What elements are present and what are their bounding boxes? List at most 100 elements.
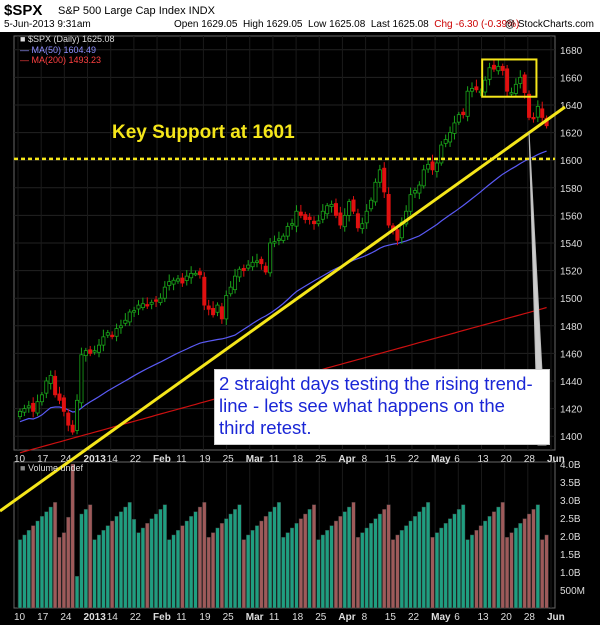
- candle-body: [303, 214, 308, 220]
- candle-body: [154, 299, 159, 302]
- x-tick-label: 10: [14, 454, 26, 465]
- x-tick-label: 17: [37, 612, 49, 623]
- volume-bar: [399, 530, 404, 609]
- x-tick-label: 10: [14, 612, 26, 623]
- consolidation-box: [481, 58, 538, 98]
- volume-bar: [206, 537, 211, 609]
- price-tick-label: 1560: [560, 211, 583, 222]
- volume-bar: [61, 532, 66, 609]
- x-tick-label: 6: [454, 454, 460, 465]
- price-tick-label: 1620: [560, 129, 583, 140]
- volume-bar: [470, 534, 475, 609]
- volume-bar: [294, 523, 299, 609]
- volume-bar: [268, 511, 273, 609]
- candle-body: [259, 258, 264, 265]
- candle-body: [79, 354, 84, 404]
- volume-bar: [408, 520, 413, 609]
- candle-body: [465, 90, 470, 117]
- legend-volume: ■ Volume undef: [20, 463, 83, 473]
- candle-body: [325, 205, 330, 215]
- volume-bar: [254, 525, 259, 609]
- volume-bar: [211, 532, 216, 609]
- x-tick-label: 25: [315, 612, 327, 623]
- candle-body: [373, 181, 378, 203]
- volume-tick-label: 2.0B: [560, 532, 581, 543]
- candle-body: [456, 114, 461, 123]
- volume-bar: [285, 532, 290, 609]
- volume-bar: [44, 511, 49, 609]
- candle-body: [110, 334, 115, 338]
- candle-body: [53, 375, 58, 396]
- volume-bar: [417, 511, 422, 609]
- candle-body: [483, 79, 488, 93]
- stockcharts-watermark: @ StockCharts.com: [504, 19, 594, 30]
- candle-body: [509, 92, 514, 95]
- x-tick-label: Apr: [338, 612, 355, 623]
- volume-bar: [281, 537, 286, 609]
- volume-bar: [434, 532, 439, 609]
- volume-bar: [307, 509, 312, 609]
- candle-body: [206, 305, 211, 310]
- volume-bar: [443, 523, 448, 609]
- volume-bar: [83, 509, 88, 609]
- candle-body: [193, 272, 198, 276]
- volume-bar: [110, 520, 115, 609]
- volume-bar: [127, 502, 132, 609]
- ticker-symbol: $SPX: [4, 2, 43, 19]
- volume-bar: [347, 506, 352, 609]
- volume-bar: [272, 506, 277, 609]
- candle-body: [250, 261, 255, 268]
- candle-body: [316, 220, 321, 225]
- candle-body: [430, 161, 435, 171]
- candle-body: [105, 332, 110, 336]
- volume-bar: [522, 518, 527, 609]
- x-tick-label: 28: [524, 612, 536, 623]
- candle-body: [158, 297, 163, 304]
- x-tick-label: May: [431, 612, 451, 623]
- candle-body: [211, 308, 216, 316]
- volume-bar: [276, 502, 281, 609]
- x-tick-label: Feb: [153, 612, 171, 623]
- candle-body: [101, 336, 106, 346]
- volume-bar: [149, 518, 154, 609]
- rising-trendline: [0, 105, 566, 513]
- candle-body: [175, 278, 180, 282]
- candle-body: [496, 65, 501, 72]
- open-value: Open 1629.05: [174, 19, 238, 30]
- candle-body: [500, 65, 505, 71]
- volume-bar: [22, 534, 27, 609]
- candle-body: [26, 405, 31, 409]
- volume-bar: [175, 530, 180, 609]
- volume-bar: [26, 530, 31, 609]
- x-tick-label: 24: [60, 454, 72, 465]
- candle-body: [189, 272, 194, 279]
- volume-bar: [298, 518, 303, 609]
- volume-bar: [412, 516, 417, 609]
- x-tick-label: 24: [60, 612, 72, 623]
- x-tick-label: 18: [292, 612, 304, 623]
- candle-body: [426, 163, 431, 170]
- volume-bar: [360, 532, 365, 609]
- volume-bar: [369, 523, 374, 609]
- volume-bar: [448, 518, 453, 609]
- candle-body: [219, 306, 224, 320]
- volume-bar: [75, 576, 80, 609]
- x-tick-label: Mar: [246, 454, 264, 465]
- volume-bar: [259, 520, 264, 609]
- volume-bar: [540, 539, 545, 609]
- candle-body: [246, 264, 251, 269]
- volume-bar: [513, 527, 518, 609]
- volume-bar: [355, 537, 360, 609]
- x-tick-label: 11: [269, 454, 280, 465]
- volume-bar: [404, 525, 409, 609]
- volume-bar: [132, 519, 137, 609]
- volume-bar: [303, 513, 308, 609]
- volume-bar: [70, 463, 75, 609]
- candle-body: [202, 276, 207, 306]
- x-tick-label: Jun: [547, 454, 565, 465]
- candle-body: [290, 223, 295, 226]
- volume-bar: [237, 504, 242, 609]
- volume-bar: [154, 513, 159, 609]
- volume-tick-label: 1.5B: [560, 550, 581, 561]
- candle-body: [369, 199, 374, 210]
